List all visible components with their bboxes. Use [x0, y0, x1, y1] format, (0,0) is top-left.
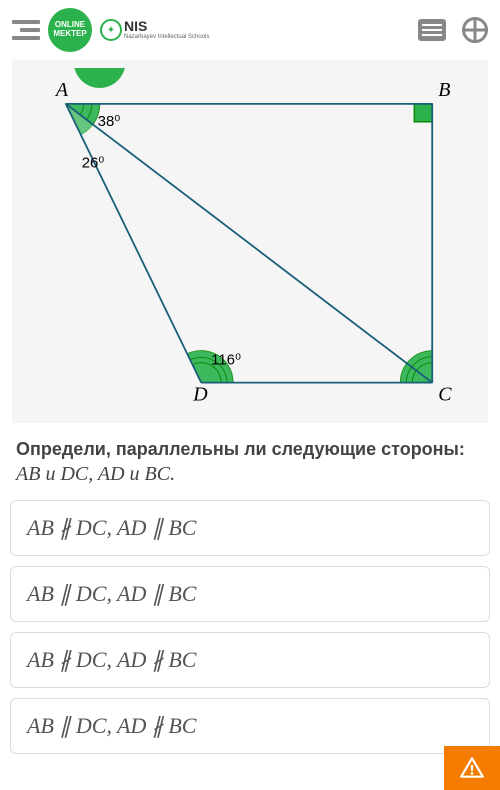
- decorative-circle: [74, 68, 126, 88]
- header-right: [418, 17, 488, 43]
- online-mektep-logo[interactable]: ONLINE MEKTEP: [48, 8, 92, 52]
- header-left: ONLINE MEKTEP ✦ NIS Nazarbayev Intellect…: [12, 8, 209, 52]
- question-prefix: Определи, параллельны ли следующие сторо…: [16, 439, 465, 459]
- option-1[interactable]: AB ∦ DC, AD ∥ BC: [10, 500, 490, 556]
- app-header: ONLINE MEKTEP ✦ NIS Nazarbayev Intellect…: [0, 0, 500, 60]
- option-3[interactable]: AB ∦ DC, AD ∦ BC: [10, 632, 490, 688]
- menu-icon[interactable]: [12, 18, 40, 42]
- question-pairs: AB и DC, AD и BC.: [16, 463, 175, 485]
- diagram-svg: A B C D 38⁰ 26⁰ 116⁰: [16, 68, 484, 407]
- question-text: Определи, параллельны ли следующие сторо…: [0, 423, 500, 500]
- option-4[interactable]: AB ∥ DC, AD ∦ BC: [10, 698, 490, 754]
- report-button[interactable]: [444, 746, 500, 790]
- nis-logo[interactable]: ✦ NIS Nazarbayev Intellectual Schools: [100, 19, 209, 41]
- list-icon[interactable]: [418, 19, 446, 41]
- label-d: D: [192, 384, 208, 406]
- label-c: C: [438, 384, 452, 406]
- geometry-diagram: A B C D 38⁰ 26⁰ 116⁰: [12, 60, 488, 423]
- angle-label-26: 26⁰: [82, 155, 105, 172]
- nis-circle-icon: ✦: [100, 19, 122, 41]
- language-icon[interactable]: [462, 17, 488, 43]
- warning-icon: [459, 755, 485, 781]
- nis-text: NIS Nazarbayev Intellectual Schools: [124, 19, 209, 41]
- label-b: B: [438, 79, 450, 101]
- angle-c-marker: [400, 351, 432, 383]
- angle-label-116: 116⁰: [211, 352, 241, 369]
- quadrilateral-edges: [66, 104, 432, 383]
- option-2[interactable]: AB ∥ DC, AD ∥ BC: [10, 566, 490, 622]
- answer-options: AB ∦ DC, AD ∥ BC AB ∥ DC, AD ∥ BC AB ∦ D…: [0, 500, 500, 754]
- angle-label-38: 38⁰: [98, 113, 121, 130]
- right-angle-b-marker: [414, 104, 432, 122]
- label-a: A: [54, 79, 69, 101]
